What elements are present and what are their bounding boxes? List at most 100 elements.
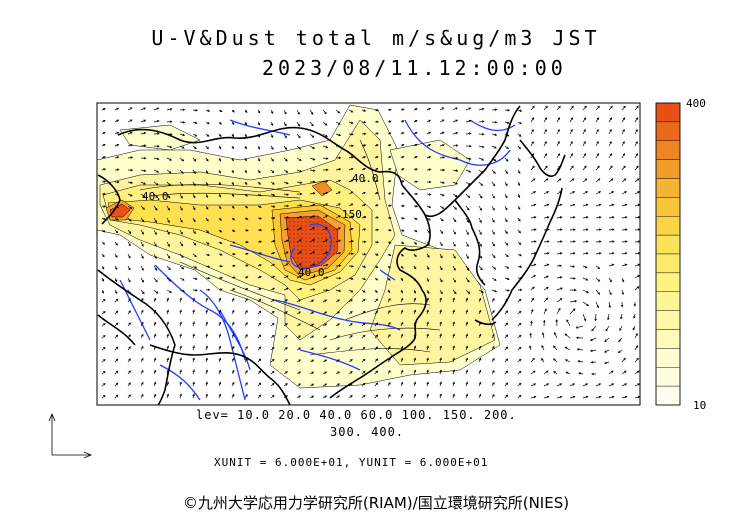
wind-arrowhead: [324, 347, 328, 350]
wind-arrowhead: [452, 357, 455, 361]
wind-arrowhead: [506, 266, 510, 269]
wind-arrow: [465, 289, 470, 294]
wind-arrowhead: [413, 309, 417, 313]
unit-info: XUNIT = 6.000E+01, YUNIT = 6.000E+01: [214, 456, 489, 469]
wind-arrowhead: [285, 359, 288, 362]
wind-arrow: [452, 289, 457, 294]
wind-arrowhead: [401, 241, 405, 244]
wind-arrow: [478, 217, 482, 223]
wind-arrowhead: [182, 278, 185, 281]
wind-arrowhead: [598, 383, 602, 386]
wind-arrowhead: [168, 171, 172, 174]
wind-arrowhead: [103, 180, 107, 183]
wind-arrow: [569, 241, 576, 243]
wind-arrowhead: [401, 144, 405, 147]
wind-arrow: [530, 129, 534, 135]
wind-arrow: [166, 265, 171, 270]
wind-arrowhead: [232, 264, 236, 268]
wind-arrowhead: [610, 370, 614, 373]
wind-arrowhead: [624, 252, 628, 255]
wind-arrowhead: [141, 232, 144, 235]
wind-arrowhead: [553, 332, 557, 335]
wind-arrow: [140, 119, 146, 123]
wind-arrow: [166, 181, 171, 186]
wind-arrowhead: [299, 239, 302, 242]
wind-arrow: [530, 216, 536, 219]
wind-arrow: [595, 277, 600, 282]
wind-arrowhead: [244, 182, 248, 185]
wind-arrowhead: [272, 205, 276, 208]
wind-arrowhead: [116, 180, 120, 184]
wind-arrow: [296, 204, 302, 207]
wind-arrowhead: [179, 309, 182, 313]
wind-arrowhead: [272, 310, 275, 314]
wind-arrow: [595, 191, 601, 195]
wind-arrow: [543, 165, 548, 171]
wind-arrow: [452, 193, 458, 197]
wind-arrowhead: [115, 298, 119, 302]
wind-arrow: [582, 153, 586, 159]
wind-arrowhead: [350, 359, 353, 362]
wind-arrowhead: [559, 383, 563, 386]
wind-arrowhead: [284, 135, 287, 139]
wind-arrowhead: [337, 359, 341, 362]
wind-arrow: [465, 229, 469, 235]
wind-arrowhead: [181, 171, 184, 174]
wind-arrowhead: [141, 357, 144, 361]
wind-arrowhead: [553, 371, 556, 374]
wind-arrowhead: [299, 227, 303, 230]
wind-arrow: [179, 181, 183, 187]
wind-arrow: [296, 145, 301, 150]
wind-arrowhead: [193, 219, 196, 223]
wind-vectors: [101, 105, 640, 399]
wind-arrowhead: [141, 393, 144, 397]
wind-arrow: [452, 277, 456, 283]
wind-arrow: [335, 265, 341, 267]
wind-arrowhead: [427, 242, 430, 246]
wind-arrowhead: [635, 117, 639, 120]
rivers: [119, 119, 516, 401]
wind-arrowhead: [597, 165, 600, 169]
wind-arrowhead: [519, 288, 523, 292]
wind-arrowhead: [103, 347, 106, 350]
wind-arrowhead: [439, 333, 442, 337]
wind-arrowhead: [218, 158, 221, 162]
wind-arrow: [582, 105, 587, 111]
wind-arrowhead: [506, 254, 509, 258]
wind-arrowhead: [441, 193, 445, 197]
wind-arrowhead: [325, 288, 329, 292]
wind-arrowhead: [466, 268, 470, 271]
wind-arrowhead: [270, 135, 274, 139]
wind-arrowhead: [350, 371, 353, 374]
wind-arrowhead: [206, 230, 210, 234]
wind-arrowhead: [596, 140, 599, 144]
wind-arrowhead: [465, 333, 469, 337]
wind-arrowhead: [505, 195, 508, 199]
wind-arrowhead: [141, 321, 144, 325]
wind-arrow: [309, 121, 314, 127]
wind-arrowhead: [298, 383, 302, 386]
wind-arrowhead: [609, 279, 613, 283]
wind-arrowhead: [454, 194, 458, 197]
wind-arrowhead: [611, 216, 615, 219]
wind-arrow: [322, 239, 328, 243]
wind-arrowhead: [180, 196, 183, 199]
wind-arrow: [452, 265, 456, 271]
colorbar-segment: [655, 367, 681, 387]
wind-arrowhead: [142, 194, 146, 198]
wind-arrowhead: [166, 333, 169, 337]
wind-arrowhead: [517, 183, 521, 186]
wind-arrowhead: [494, 289, 498, 293]
wind-arrowhead: [337, 311, 341, 314]
wind-arrowhead: [415, 217, 418, 220]
wind-arrowhead: [114, 279, 118, 283]
wind-arrowhead: [388, 321, 391, 325]
wind-arrow: [478, 241, 482, 247]
wind-arrow: [595, 216, 601, 219]
wind-arrowhead: [219, 134, 222, 137]
wind-arrowhead: [154, 244, 157, 248]
wind-arrowhead: [572, 228, 576, 231]
wind-arrowhead: [388, 180, 392, 183]
wind-arrow: [322, 251, 328, 255]
wind-arrowhead: [141, 244, 144, 247]
